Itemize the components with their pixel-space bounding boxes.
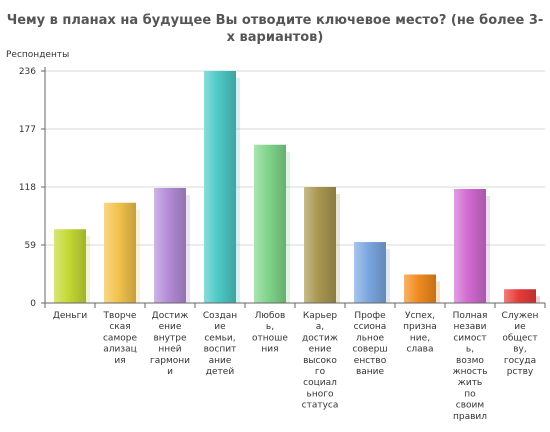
x-tick-label-line: воспит [204,345,237,355]
x-tick-label-line: высоко [303,356,337,366]
bar [304,187,336,303]
x-tick-label-line: ссиона [354,322,387,332]
x-tick-label-line: а, [316,322,324,332]
bar [154,187,186,303]
x-tick-label-line: незави [454,322,487,332]
bar [504,289,536,303]
x-tick-label: Деньги [53,311,87,321]
chart-title: Чему в планах на будущее Вы отводите клю… [0,12,550,46]
x-tick-label-line: енство [354,356,387,366]
bars [54,71,540,303]
x-tick-label-line: статуса [302,401,339,411]
bar [354,242,386,303]
x-tick-label-line: вание [356,367,385,377]
y-tick-label: 59 [25,241,37,251]
axes [41,67,546,308]
x-tick-label-line: социал [303,378,337,388]
x-tick-label-line: ьного [307,389,334,399]
x-tick-label: Достиж ение внутре нней гармони и [150,311,190,377]
x-tick-label-line: призна [403,322,437,332]
x-tick-label-line: ия [114,356,125,366]
x-tick-label-line: ение [159,322,182,332]
x-tick-label-line: ие [514,322,526,332]
bar [454,188,486,303]
x-tick-label-line: Карьер [303,311,337,321]
x-tick-label-line: своим [456,401,484,411]
x-tick-label-line: льное [356,333,384,343]
x-tick-label-line: детей [206,367,235,377]
x-tick-label-line: семьи, [204,333,235,343]
x-tick-label-line: ение [309,345,332,355]
bar [54,229,86,303]
x-tick-label-line: симост [453,333,486,343]
x-tick-label-line: правил [453,412,487,422]
x-tick-label-line: Полная [453,311,488,321]
chart-title-line-2: х вариантов) [226,30,324,45]
x-tick-label: Карьер а, достиж ение высоко го социал ьного ста… [302,311,339,411]
x-tick-label: Любов ь, отноше ния [252,311,288,355]
y-tick-label: 118 [19,183,36,193]
x-tick-label: Профе ссиона льное соверш енство вание [352,311,387,377]
x-tick-label-line: саморе [103,333,137,343]
x-tick-label-line: Профе [354,311,386,321]
x-tick-label-line: Успех, [405,311,435,321]
x-tick-label-line: отноше [252,333,288,343]
x-tick-label-line: Деньги [53,311,87,321]
x-tick-label-line: ния [261,345,278,355]
x-tick-label: Полная незави симост ь, возмо жность жить по сво… [453,311,488,422]
x-tick-label-line: рству [507,367,534,377]
chart-title-line-1: Чему в планах на будущее Вы отводите клю… [6,13,544,28]
x-tick-label-line: госуда [504,356,536,366]
y-axis-label: Респонденты [6,50,70,60]
y-tick-labels: 0 59 118 177 236 [19,67,36,309]
x-tick-label-line: внутре [153,333,186,343]
x-tick-label-line: слава [406,345,433,355]
x-tick-label-line: соверш [352,345,387,355]
x-tick-label: Успех, призна ние, слава [403,311,437,355]
x-tick-label-line: ализац [103,345,137,355]
x-tick-label-line: ву, [513,345,527,355]
x-tick-label: Творче ская саморе ализац ия [103,311,138,366]
x-tick-label-line: жность [453,367,488,377]
x-tick-label-line: Любов [255,311,286,321]
x-tick-label-line: возмо [456,356,484,366]
x-tick-label-line: по [464,389,476,399]
y-tick-label: 177 [19,125,36,135]
bar [104,202,136,303]
bar [254,144,286,303]
x-tick-label-line: нней [158,345,181,355]
x-tick-label-line: ние, [410,333,430,343]
x-tick-label-line: ь, [466,345,474,355]
x-tick-label-line: гармони [150,356,190,366]
x-tick-label-line: и [167,367,173,377]
y-tick-label: 236 [19,67,36,77]
x-tick-label-line: ание [209,356,232,366]
x-tick-label-line: ь, [266,322,274,332]
x-tick-label-line: ие [214,322,226,332]
x-tick-label-line: общест [502,333,537,343]
x-tick-label-line: Создан [203,311,237,321]
x-tick-label: Создан ие семьи, воспит ание детей [203,311,237,377]
x-tick-label-line: Творче [103,311,137,321]
y-tick-label: 0 [30,299,36,309]
x-tick-label-line: Достиж [152,311,189,321]
x-tick-label-line: ская [109,322,130,332]
bar [404,274,436,303]
x-tick-label: Служен ие общест ву, госуда рству [502,311,539,377]
x-tick-label-line: жить [458,378,483,388]
x-tick-label-line: достиж [302,333,338,343]
bar [204,71,236,303]
x-tick-label-line: го [315,367,326,377]
x-tick-label-line: Служен [502,311,539,321]
